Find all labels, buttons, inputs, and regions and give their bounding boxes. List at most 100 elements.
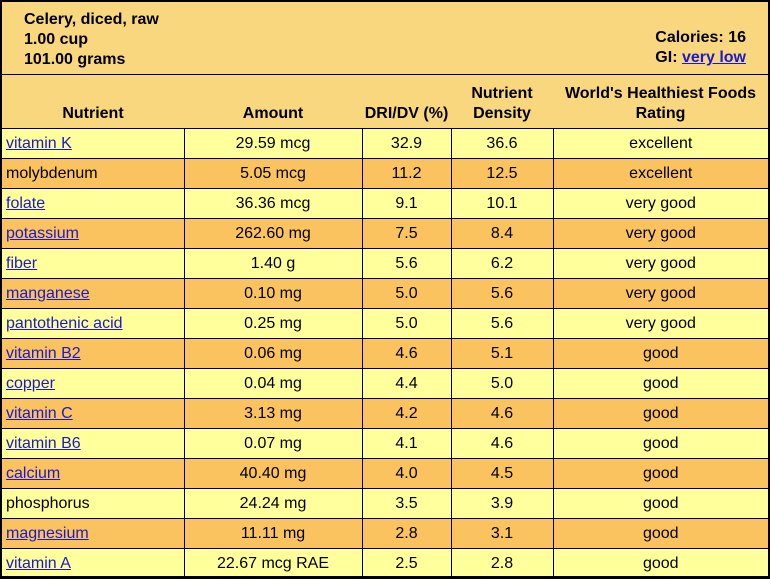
dri-cell: 7.5 [361,218,452,249]
table-row: potassium 262.60 mg 7.5 8.4 very good [2,218,768,249]
nutrient-cell: molybdenum [2,158,185,189]
dri-cell: 5.6 [361,248,452,279]
amount-cell: 40.40 mg [183,458,363,489]
rating-cell: good [552,488,768,519]
nutrient-cell: fiber [2,248,185,279]
nutrient-link[interactable]: potassium [6,224,79,242]
nutrient-cell: calcium [2,458,185,489]
table-row: molybdenum 5.05 mcg 11.2 12.5 excellent [2,158,768,189]
nutrient-link[interactable]: copper [6,374,55,392]
food-summary: Celery, diced, raw 1.00 cup 101.00 grams… [2,2,768,75]
table-row: fiber 1.40 g 5.6 6.2 very good [2,248,768,279]
density-cell: 4.6 [450,398,554,429]
nutrient-cell: vitamin B6 [2,428,185,459]
amount-cell: 11.11 mg [183,518,363,549]
nutrient-link[interactable]: vitamin C [6,404,73,422]
amount-cell: 1.40 g [183,248,363,279]
nutrient-name: molybdenum [6,164,98,182]
amount-cell: 0.25 mg [183,308,363,339]
nutrient-link[interactable]: folate [6,194,46,212]
rating-cell: good [552,368,768,399]
nutrient-link[interactable]: calcium [6,464,61,482]
nutrient-link[interactable]: fiber [6,254,38,272]
nutrient-cell: potassium [2,218,185,249]
col-density: Nutrient Density [451,75,553,129]
nutrient-cell: vitamin A [2,548,185,576]
density-cell: 36.6 [450,128,554,159]
table-row: vitamin A 22.67 mcg RAE 2.5 2.8 good [2,548,768,576]
gi-link[interactable]: very low [681,49,746,66]
table-row: magnesium 11.11 mg 2.8 3.1 good [2,518,768,549]
amount-cell: 24.24 mg [183,488,363,519]
table-row: calcium 40.40 mg 4.0 4.5 good [2,458,768,489]
nutrient-link[interactable]: vitamin B6 [6,434,81,452]
dri-cell: 11.2 [361,158,452,189]
density-cell: 3.1 [450,518,554,549]
amount-cell: 5.05 mcg [183,158,363,189]
dri-cell: 3.5 [361,488,452,519]
amount-cell: 22.67 mcg RAE [183,548,363,576]
nutrient-cell: vitamin C [2,398,185,429]
table-row: pantothenic acid 0.25 mg 5.0 5.6 very good [2,308,768,339]
dri-cell: 5.0 [361,308,452,339]
density-cell: 3.9 [450,488,554,519]
nutrient-link[interactable]: vitamin K [6,134,72,152]
density-cell: 2.8 [450,548,554,576]
dri-cell: 32.9 [361,128,452,159]
amount-cell: 29.59 mcg [183,128,363,159]
rating-cell: good [552,458,768,489]
nutrient-link[interactable]: magnesium [6,524,89,542]
serving-size: 1.00 cup [24,31,89,48]
dri-cell: 9.1 [361,188,452,219]
density-cell: 5.1 [450,338,554,369]
table-row: manganese 0.10 mg 5.0 5.6 very good [2,278,768,309]
dri-cell: 4.1 [361,428,452,459]
table-row: vitamin K 29.59 mcg 32.9 36.6 excellent [2,128,768,159]
glycemic-index: GI: very low [655,48,746,68]
rating-cell: very good [552,278,768,309]
nutrient-cell: phosphorus [2,488,185,519]
col-dri: DRI/DV (%) [362,75,451,129]
amount-cell: 0.06 mg [183,338,363,369]
dri-cell: 4.2 [361,398,452,429]
table-row: vitamin C 3.13 mg 4.2 4.6 good [2,398,768,429]
nutrient-link[interactable]: pantothenic acid [6,314,123,332]
nutrient-link[interactable]: manganese [6,284,90,302]
rating-cell: excellent [552,158,768,189]
density-cell: 5.6 [450,278,554,309]
nutrient-cell: pantothenic acid [2,308,185,339]
density-cell: 4.6 [450,428,554,459]
dri-cell: 2.5 [361,548,452,576]
density-cell: 10.1 [450,188,554,219]
rating-cell: very good [552,248,768,279]
density-cell: 5.0 [450,368,554,399]
nutrient-table: Nutrient Amount DRI/DV (%) Nutrient Dens… [2,75,768,576]
amount-cell: 0.07 mg [183,428,363,459]
calories: Calories: 16 [655,29,746,46]
nutrient-cell: magnesium [2,518,185,549]
col-rating: World's Healthiest Foods Rating [553,75,768,129]
table-row: phosphorus 24.24 mg 3.5 3.9 good [2,488,768,519]
col-amount: Amount [184,75,362,129]
nutrient-link[interactable]: vitamin B2 [6,344,81,362]
dri-cell: 4.0 [361,458,452,489]
nutrient-name: phosphorus [6,494,90,512]
density-cell: 4.5 [450,458,554,489]
nutrient-link[interactable]: vitamin A [6,554,71,572]
table-row: folate 36.36 mcg 9.1 10.1 very good [2,188,768,219]
rating-cell: very good [552,218,768,249]
rating-cell: good [552,338,768,369]
rating-cell: excellent [552,128,768,159]
col-nutrient: Nutrient [2,75,184,129]
nutrient-cell: manganese [2,278,185,309]
amount-cell: 262.60 mg [183,218,363,249]
amount-cell: 36.36 mcg [183,188,363,219]
amount-cell: 0.04 mg [183,368,363,399]
table-row: vitamin B6 0.07 mg 4.1 4.6 good [2,428,768,459]
rating-cell: very good [552,308,768,339]
rating-cell: good [552,548,768,576]
rating-cell: very good [552,188,768,219]
dri-cell: 4.6 [361,338,452,369]
amount-cell: 3.13 mg [183,398,363,429]
